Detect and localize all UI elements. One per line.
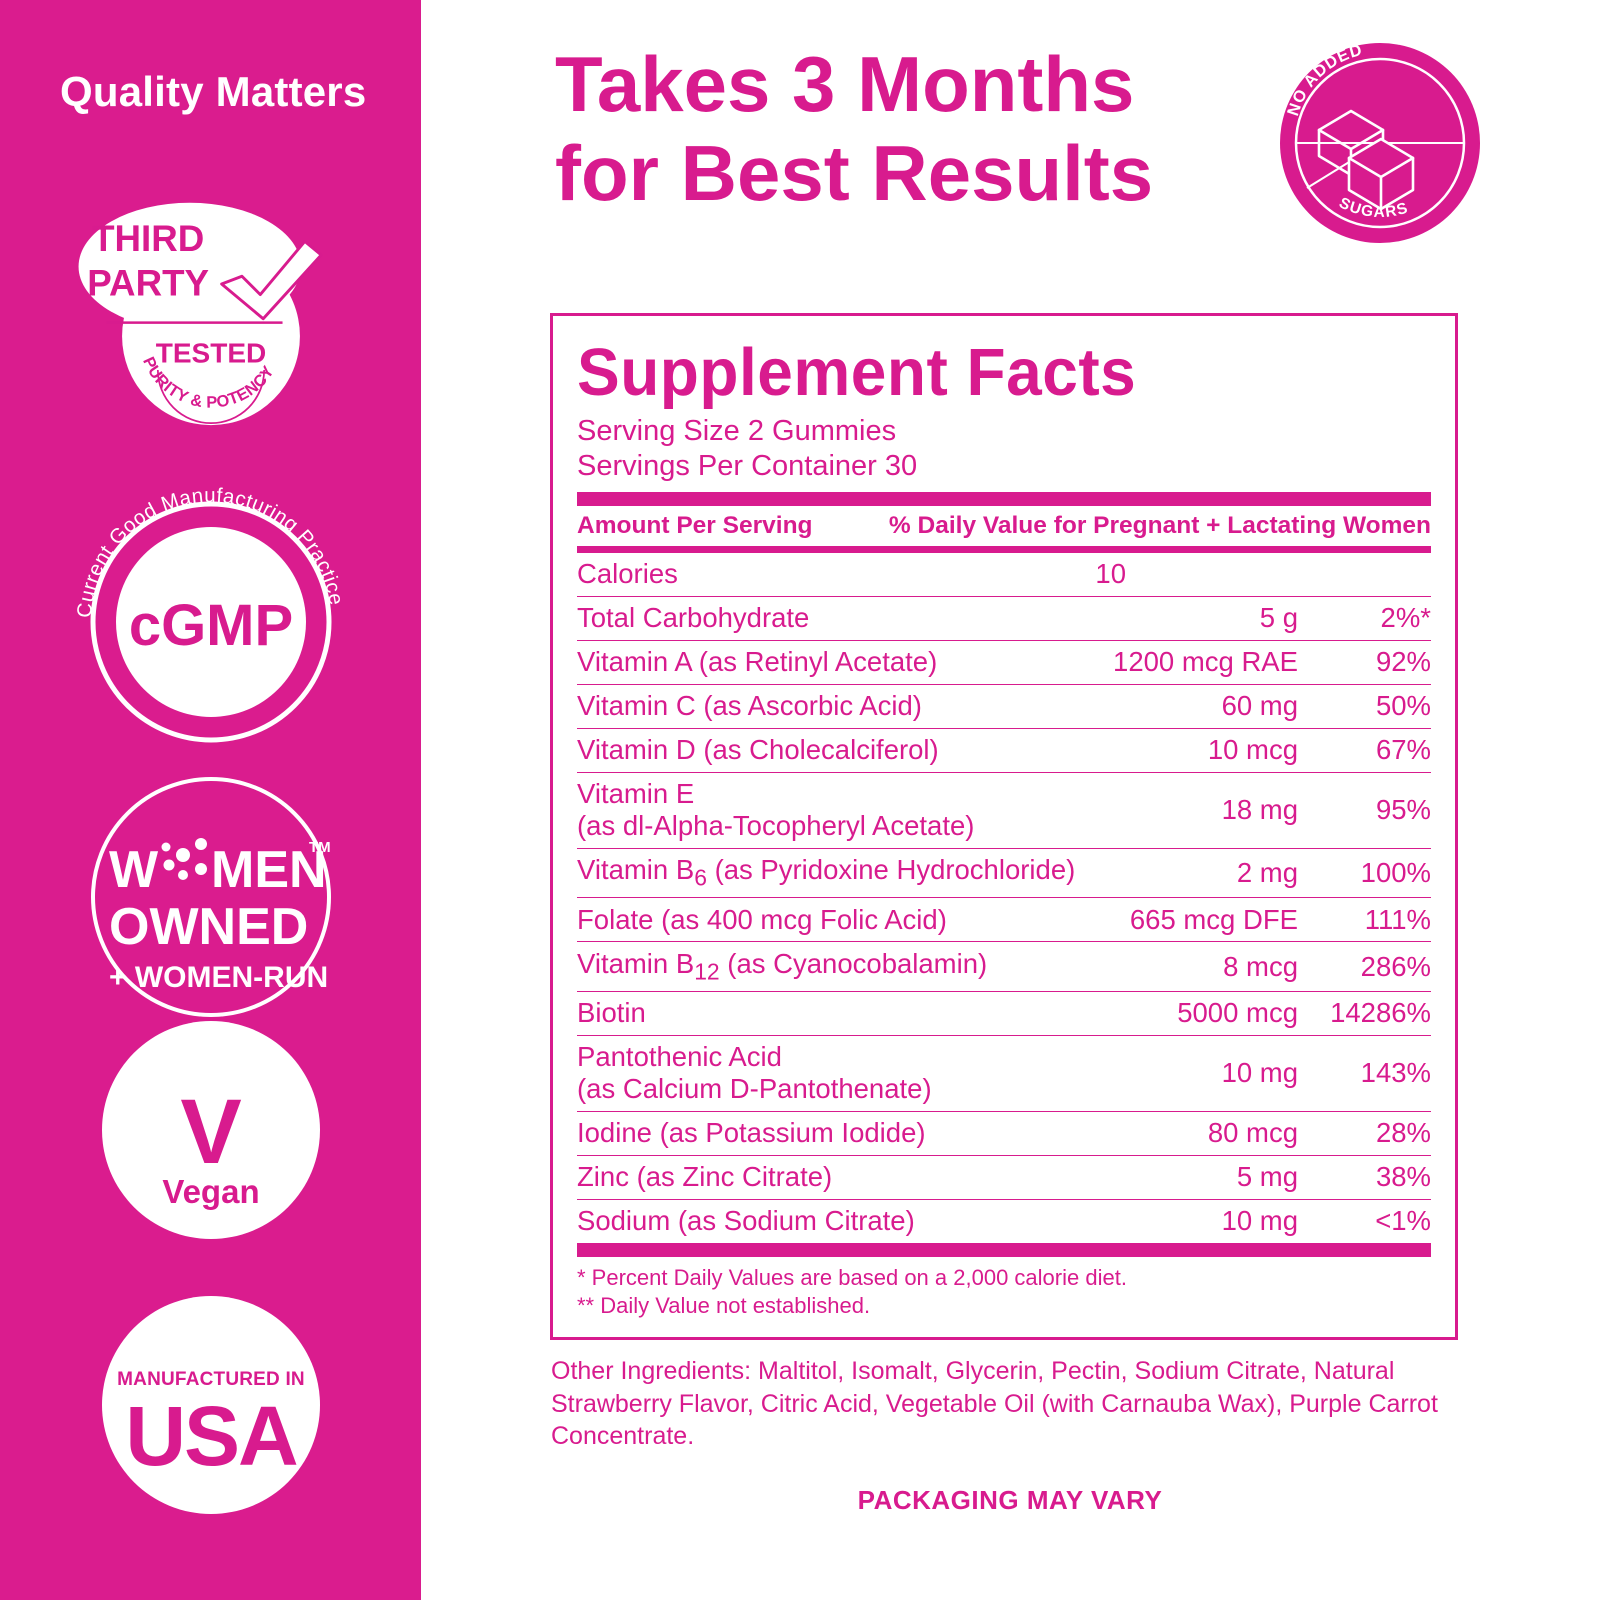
- svg-text:THIRD: THIRD: [92, 218, 204, 259]
- svg-text:MANUFACTURED IN: MANUFACTURED IN: [117, 1369, 305, 1390]
- svg-text:+ WOMEN-RUN: + WOMEN-RUN: [109, 961, 328, 994]
- svg-text:cGMP: cGMP: [128, 593, 292, 658]
- svg-text:TM: TM: [309, 839, 331, 856]
- svg-text:V: V: [180, 1081, 241, 1183]
- svg-text:USA: USA: [125, 1389, 297, 1483]
- svg-text:Vegan: Vegan: [162, 1173, 259, 1210]
- svg-text:OWNED: OWNED: [109, 898, 308, 956]
- svg-text:TESTED: TESTED: [155, 337, 266, 368]
- svg-text:W: W: [109, 841, 159, 899]
- svg-text:PARTY: PARTY: [87, 263, 209, 304]
